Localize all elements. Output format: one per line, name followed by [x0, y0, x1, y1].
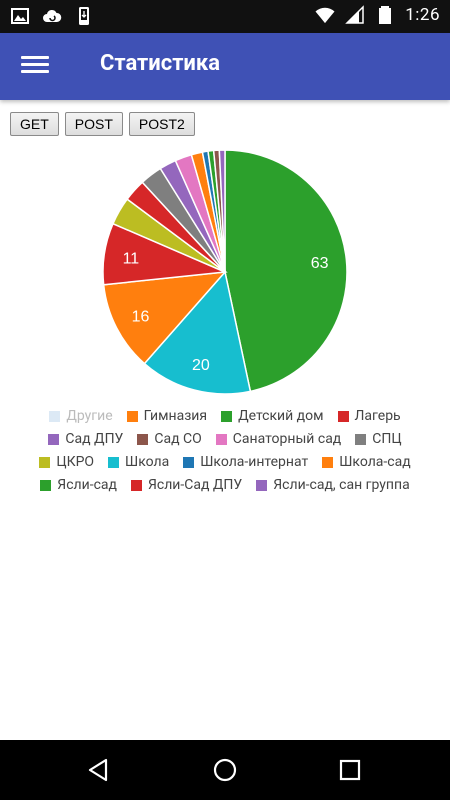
- image-icon: [11, 8, 29, 24]
- legend-label: Сад СО: [154, 431, 202, 447]
- legend-label: Гимназия: [143, 408, 208, 424]
- phone-download-icon: [79, 7, 89, 25]
- legend-swatch: [130, 479, 142, 491]
- legend-swatch: [337, 410, 349, 422]
- legend-label: Санаторный сад: [232, 431, 342, 447]
- legend-item[interactable]: Лагерь: [337, 408, 401, 424]
- legend-item[interactable]: Школа-сад: [322, 454, 411, 470]
- legend-swatch: [322, 456, 334, 468]
- legend-item[interactable]: Другие: [49, 408, 113, 424]
- legend-item[interactable]: Школа-интернат: [183, 454, 308, 470]
- home-icon[interactable]: [210, 755, 240, 785]
- pie-slice-label-0: 63: [311, 255, 329, 272]
- legend-swatch: [215, 433, 227, 445]
- legend-label: Ясли-Сад ДПУ: [147, 477, 243, 493]
- legend-item[interactable]: Сад ДПУ: [48, 431, 123, 447]
- legend-label: Другие: [66, 408, 113, 424]
- cloud-sync-icon: [43, 9, 62, 22]
- legend-label: Сад ДПУ: [65, 431, 124, 447]
- pie-slice-0[interactable]: [224, 149, 348, 393]
- legend-swatch: [49, 410, 61, 422]
- pie-slice-label-2: 16: [132, 309, 150, 326]
- legend-label: Ясли-сад, сан группа: [273, 477, 410, 493]
- pie-chart: 63 20 16 11: [102, 149, 348, 395]
- legend-swatch: [221, 410, 233, 422]
- legend-label: Ясли-сад: [57, 477, 117, 493]
- legend-item[interactable]: ЦКРО: [39, 454, 94, 470]
- recents-icon[interactable]: [335, 755, 365, 785]
- legend-swatch: [137, 433, 149, 445]
- legend-swatch: [40, 479, 52, 491]
- legend-swatch: [48, 433, 60, 445]
- pie-slice-label-1: 20: [192, 357, 210, 374]
- legend-label: ЦКРО: [56, 454, 95, 470]
- legend-item[interactable]: Ясли-сад: [40, 477, 117, 493]
- legend-label: Детский дом: [238, 408, 324, 424]
- legend-item[interactable]: Детский дом: [221, 408, 324, 424]
- page-title: Статистика: [100, 51, 221, 76]
- status-bar: 1:26: [0, 0, 450, 33]
- legend-swatch: [108, 456, 120, 468]
- wifi-icon: [315, 7, 335, 23]
- chart-legend: Другие Гимназия Детский дом Лагерь Сад ДПУ Са…: [0, 408, 450, 493]
- legend-swatch: [256, 479, 268, 491]
- legend-item[interactable]: Ясли-сад, сан группа: [256, 477, 410, 493]
- legend-swatch: [183, 456, 195, 468]
- cellular-signal-icon: [345, 5, 364, 24]
- legend-swatch: [355, 433, 367, 445]
- legend-item[interactable]: Санаторный сад: [215, 431, 342, 447]
- battery-icon: [379, 6, 392, 24]
- legend-label: Школа: [125, 454, 170, 470]
- legend-item[interactable]: Сад СО: [137, 431, 202, 447]
- legend-item[interactable]: Ясли-Сад ДПУ: [130, 477, 243, 493]
- pie-slice-13[interactable]: [218, 149, 226, 273]
- legend-item[interactable]: СПЦ: [355, 431, 402, 447]
- pie-slice-label-3: 11: [123, 251, 140, 268]
- get-button[interactable]: GET: [10, 112, 59, 136]
- post2-button[interactable]: POST2: [128, 112, 195, 136]
- action-buttons: GET POST POST2: [10, 112, 195, 136]
- app-bar: Статистика: [0, 33, 450, 100]
- clock-time: 1:26: [405, 5, 440, 25]
- legend-item[interactable]: Школа: [108, 454, 169, 470]
- pie-slice-1[interactable]: [143, 270, 252, 395]
- legend-swatch: [39, 456, 51, 468]
- hamburger-menu-icon[interactable]: [21, 53, 49, 81]
- legend-label: СПЦ: [372, 431, 402, 447]
- legend-label: Школа-сад: [339, 454, 411, 470]
- pie-slice-2[interactable]: [102, 271, 227, 365]
- legend-label: Лагерь: [354, 408, 401, 424]
- back-icon[interactable]: [84, 755, 114, 785]
- legend-swatch: [126, 410, 138, 422]
- navigation-bar: [0, 740, 450, 800]
- post-button[interactable]: POST: [64, 112, 123, 136]
- legend-item[interactable]: Гимназия: [126, 408, 208, 424]
- legend-label: Школа-интернат: [200, 454, 309, 470]
